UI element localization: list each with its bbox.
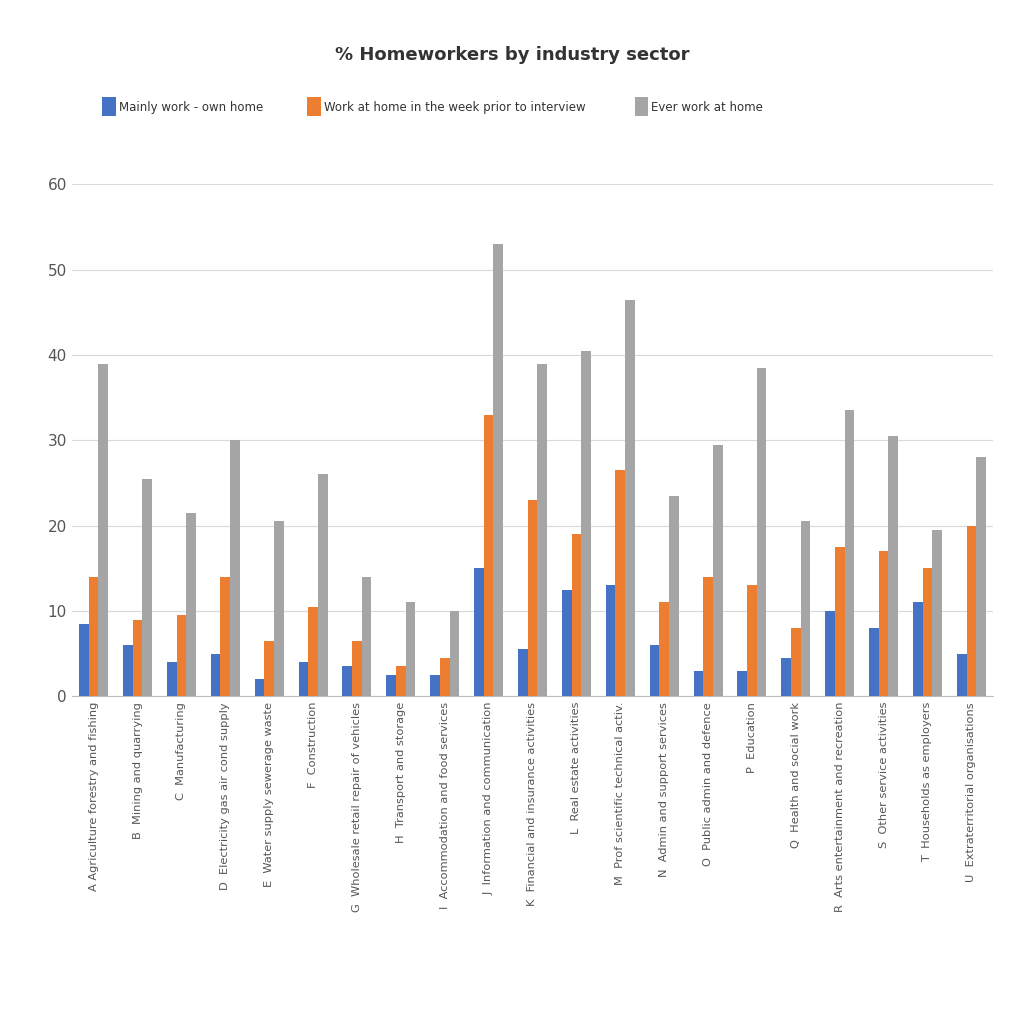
Text: Work at home in the week prior to interview: Work at home in the week prior to interv… [324, 101, 585, 114]
Bar [791, 628, 801, 696]
Bar [737, 671, 748, 696]
Bar [352, 641, 361, 696]
Bar [703, 577, 713, 696]
Bar [582, 350, 591, 696]
Bar [571, 535, 582, 696]
Bar [889, 436, 898, 696]
Bar [308, 606, 317, 696]
Bar [615, 470, 625, 696]
Bar [649, 645, 659, 696]
Bar [825, 611, 835, 696]
Bar [757, 368, 766, 696]
Bar [801, 521, 810, 696]
Bar [342, 667, 352, 696]
Bar [845, 411, 854, 696]
Bar [361, 577, 372, 696]
Bar [406, 602, 416, 696]
Bar [274, 521, 284, 696]
Bar [133, 620, 142, 696]
Bar [879, 551, 889, 696]
Bar [264, 641, 274, 696]
Bar [659, 602, 669, 696]
Text: % Homeworkers by industry sector: % Homeworkers by industry sector [335, 46, 689, 65]
Text: Mainly work - own home: Mainly work - own home [119, 101, 263, 114]
Bar [299, 663, 308, 696]
Bar [483, 415, 494, 696]
Bar [835, 547, 845, 696]
Bar [230, 440, 240, 696]
Bar [386, 675, 396, 696]
Bar [932, 530, 942, 696]
Bar [625, 299, 635, 696]
Bar [869, 628, 879, 696]
Bar [89, 577, 98, 696]
Bar [440, 658, 450, 696]
Bar [693, 671, 703, 696]
Bar [781, 658, 791, 696]
Bar [518, 649, 527, 696]
Bar [976, 458, 986, 696]
Bar [176, 615, 186, 696]
Bar [562, 590, 571, 696]
Bar [474, 568, 483, 696]
Bar [98, 364, 109, 696]
Bar [255, 679, 264, 696]
Bar [606, 586, 615, 696]
Bar [430, 675, 440, 696]
Bar [956, 653, 967, 696]
Bar [669, 496, 679, 696]
Bar [713, 444, 723, 696]
Text: Ever work at home: Ever work at home [651, 101, 763, 114]
Bar [220, 577, 230, 696]
Bar [748, 586, 757, 696]
Bar [494, 244, 503, 696]
Bar [538, 364, 547, 696]
Bar [967, 525, 976, 696]
Bar [167, 663, 176, 696]
Bar [317, 474, 328, 696]
Bar [923, 568, 932, 696]
Bar [186, 513, 196, 696]
Bar [211, 653, 220, 696]
Bar [913, 602, 923, 696]
Bar [527, 500, 538, 696]
Bar [142, 479, 152, 696]
Bar [123, 645, 133, 696]
Bar [450, 611, 459, 696]
Bar [396, 667, 406, 696]
Bar [79, 624, 89, 696]
